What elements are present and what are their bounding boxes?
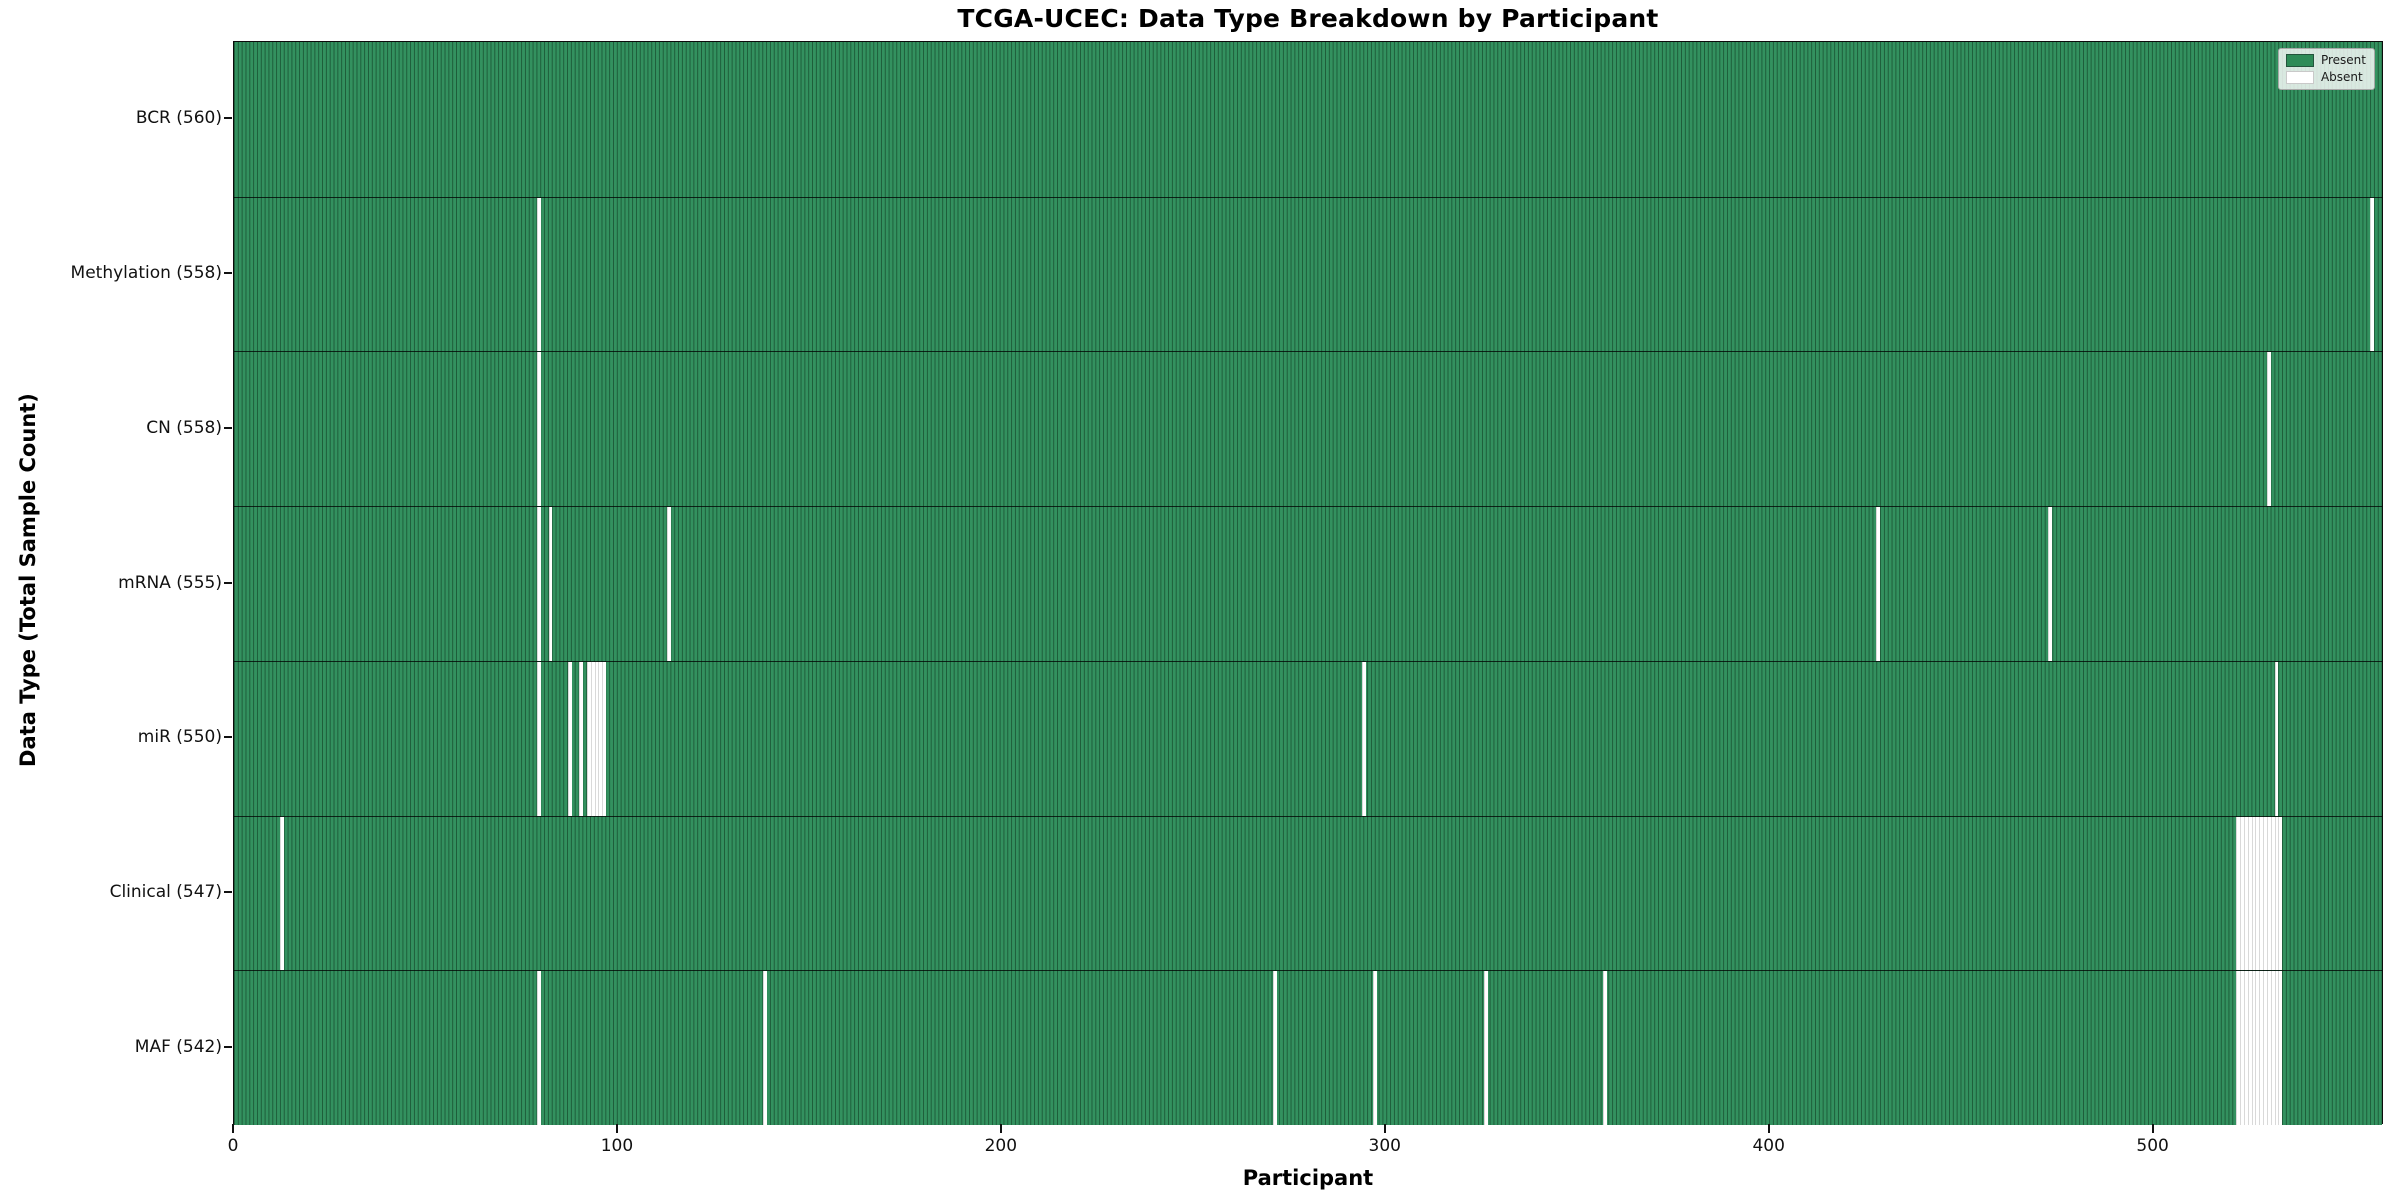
absent-stripe [2259, 816, 2264, 971]
y-tick-label-cn: CN (558) [146, 417, 222, 438]
row-bcr [234, 42, 2382, 197]
absent-stripe [763, 971, 768, 1125]
legend-item-present: Present [2285, 53, 2366, 67]
absent-stripe [2255, 816, 2260, 971]
y-tick-label-mir: miR (550) [137, 727, 222, 748]
absent-stripe [667, 507, 672, 661]
row-maf [234, 970, 2382, 1125]
y-tick-label-clinical: Clinical (547) [109, 881, 222, 902]
absent-stripe [2370, 197, 2375, 352]
absent-stripe [548, 507, 553, 661]
x-tick-label-500: 500 [2136, 1136, 2169, 1156]
legend-absent-label: Absent [2320, 70, 2363, 84]
absent-stripe [2251, 816, 2256, 971]
absent-stripe [1484, 971, 1489, 1125]
absent-stripe [2259, 971, 2264, 1125]
y-tick-label-mrna: mRNA (555) [118, 572, 222, 593]
absent-stripe [1273, 971, 1278, 1125]
x-tick-label-300: 300 [1368, 1136, 1402, 1156]
absent-stripe [579, 661, 584, 816]
y-tick-mark [224, 426, 232, 429]
y-tick-mark [224, 890, 232, 893]
absent-stripe [2266, 971, 2271, 1125]
plot-area: Present Absent [233, 41, 2383, 1125]
row-mrna [234, 506, 2382, 661]
x-tick-mark [999, 1124, 1002, 1133]
absent-stripe [537, 507, 541, 661]
row-methylation [234, 196, 2382, 352]
x-tick-mark [1383, 1124, 1386, 1133]
x-tick-mark [1767, 1124, 1770, 1133]
absent-stripe [2270, 816, 2275, 971]
x-tick-mark [615, 1124, 618, 1133]
absent-stripe [2048, 507, 2053, 661]
plot-rows [234, 42, 2382, 1125]
y-tick-label-methylation: Methylation (558) [70, 263, 222, 284]
absent-stripe [2243, 816, 2248, 971]
y-tick-label-bcr: BCR (560) [135, 108, 222, 129]
absent-stripe [2243, 971, 2248, 1125]
legend-present-label: Present [2320, 53, 2366, 67]
absent-stripe [1603, 971, 1608, 1125]
absent-stripe [2266, 352, 2271, 507]
absent-stripe [2270, 971, 2275, 1125]
absent-stripe [2247, 816, 2252, 971]
y-tick-mark [224, 736, 232, 739]
absent-stripe [537, 352, 541, 507]
absent-stripe [602, 661, 607, 816]
legend: Present Absent [2277, 48, 2375, 90]
y-tick-mark [224, 581, 232, 584]
absent-stripe [1373, 971, 1378, 1125]
absent-stripe [2236, 971, 2241, 1125]
absent-stripe [2278, 816, 2283, 971]
absent-swatch-icon [2285, 71, 2314, 84]
row-mir [234, 660, 2382, 816]
absent-stripe [598, 661, 603, 816]
absent-stripe [590, 661, 595, 816]
y-tick-mark [224, 272, 232, 275]
x-axis-label: Participant [1242, 1166, 1374, 1190]
absent-stripe [2274, 971, 2279, 1125]
x-tick-mark [232, 1124, 234, 1133]
absent-stripe [2240, 816, 2244, 971]
absent-stripe [2255, 971, 2260, 1125]
absent-stripe [537, 661, 541, 816]
absent-stripe [586, 661, 591, 816]
absent-stripe [2274, 661, 2279, 816]
absent-stripe [1361, 661, 1366, 816]
x-tick-label-200: 200 [984, 1136, 1018, 1156]
absent-stripe [1875, 507, 1880, 661]
y-tick-mark [224, 1045, 232, 1048]
y-tick-label-maf: MAF (542) [134, 1036, 222, 1057]
x-tick-mark [2151, 1124, 2154, 1133]
absent-stripe [537, 197, 541, 352]
absent-stripe [2263, 971, 2267, 1125]
y-tick-mark [224, 117, 232, 120]
absent-stripe [2240, 971, 2244, 1125]
absent-stripe [2278, 971, 2283, 1125]
row-clinical [234, 815, 2382, 971]
absent-stripe [537, 971, 541, 1125]
chart-title: TCGA-UCEC: Data Type Breakdown by Partic… [957, 4, 1659, 33]
absent-stripe [2274, 816, 2279, 971]
row-cn [234, 351, 2382, 507]
absent-stripe [594, 661, 599, 816]
absent-stripe [2263, 816, 2267, 971]
absent-stripe [280, 816, 284, 971]
absent-stripe [2236, 816, 2241, 971]
present-swatch-icon [2285, 54, 2314, 67]
x-tick-label-400: 400 [1752, 1136, 1785, 1156]
absent-stripe [567, 661, 572, 816]
x-tick-label-100: 100 [600, 1136, 634, 1156]
x-tick-label-0: 0 [227, 1136, 239, 1156]
absent-stripe [2247, 971, 2252, 1125]
legend-item-absent: Absent [2285, 70, 2366, 84]
absent-stripe [2266, 816, 2271, 971]
absent-stripe [2251, 971, 2256, 1125]
